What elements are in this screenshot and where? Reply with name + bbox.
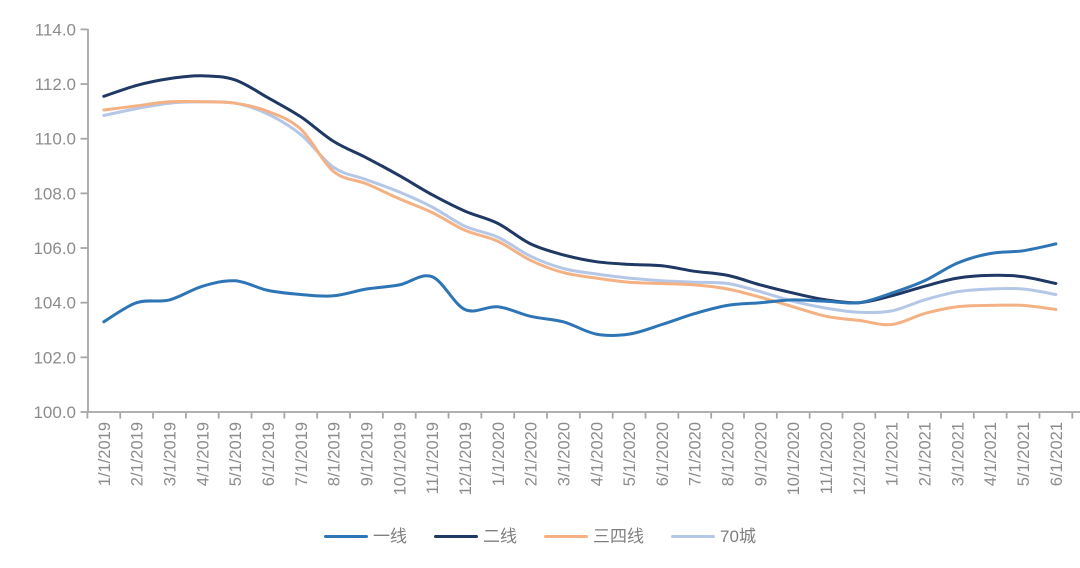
series-line-二线: [102, 74, 1058, 305]
y-tick-label: 100.0: [33, 403, 76, 422]
legend-item-一线: 一线: [324, 528, 407, 545]
y-tick-label: 102.0: [33, 348, 76, 367]
x-tick-label: 7/1/2019: [293, 422, 311, 486]
legend-swatch-line: [434, 534, 479, 539]
x-tick-label: 9/1/2020: [752, 422, 770, 486]
x-tick-label: 12/1/2019: [457, 422, 475, 495]
x-tick-label: 9/1/2019: [358, 422, 376, 486]
x-tick-label: 7/1/2020: [687, 422, 705, 486]
x-tick-label: 11/1/2020: [818, 422, 836, 494]
x-tick-label: 1/1/2019: [96, 422, 114, 486]
chart-legend: 一线 二线 三四线 70城: [0, 528, 1080, 545]
x-tick-label: 6/1/2020: [654, 422, 672, 486]
series-line-一线: [102, 242, 1058, 337]
x-tick-label: 3/1/2021: [949, 422, 967, 486]
x-tick-label: 4/1/2020: [588, 422, 606, 486]
legend-label: 三四线: [593, 527, 645, 546]
x-tick-label: 6/1/2019: [260, 422, 278, 486]
y-tick-label: 108.0: [33, 184, 76, 203]
x-tick-label: 11/1/2019: [424, 422, 442, 494]
x-tick-label: 2/1/2021: [917, 422, 935, 486]
y-tick-label: 110.0: [35, 130, 76, 149]
series-line-70城: [102, 100, 1058, 315]
x-tick-label: 8/1/2020: [720, 422, 738, 486]
x-tick-label: 10/1/2020: [785, 422, 803, 495]
legend-swatch-line: [544, 534, 589, 539]
x-tick-label: 1/1/2020: [490, 422, 508, 486]
x-tick-label: 8/1/2019: [326, 422, 344, 486]
series-line-三四线: [102, 99, 1058, 327]
x-tick-label: 10/1/2019: [391, 422, 409, 495]
x-tick-label: 1/1/2021: [884, 422, 902, 486]
x-tick-label: 4/1/2019: [194, 422, 212, 486]
y-tick-label: 112.0: [35, 75, 76, 94]
y-tick-label: 106.0: [33, 239, 76, 258]
x-tick-label: 3/1/2020: [555, 422, 573, 486]
legend-label: 70城: [720, 527, 756, 546]
x-tick-label: 5/1/2019: [227, 422, 245, 486]
legend-swatch-line: [324, 534, 369, 539]
legend-item-三四线: 三四线: [544, 528, 644, 545]
legend-swatch-line: [671, 534, 716, 539]
x-tick-label: 2/1/2019: [129, 422, 147, 486]
legend-label: 二线: [483, 527, 518, 546]
legend-item-二线: 二线: [434, 528, 517, 545]
x-tick-label: 6/1/2021: [1048, 422, 1066, 486]
legend-label: 一线: [373, 527, 408, 546]
x-tick-label: 2/1/2020: [523, 422, 541, 486]
y-tick-label: 104.0: [33, 294, 76, 313]
x-tick-label: 4/1/2021: [982, 422, 1000, 486]
x-tick-label: 5/1/2020: [621, 422, 639, 486]
y-tick-label: 114.0: [35, 20, 76, 39]
x-tick-label: 12/1/2020: [851, 422, 869, 495]
x-tick-label: 5/1/2021: [1015, 422, 1033, 486]
legend-item-70城: 70城: [671, 528, 756, 545]
x-tick-label: 3/1/2019: [161, 422, 179, 486]
